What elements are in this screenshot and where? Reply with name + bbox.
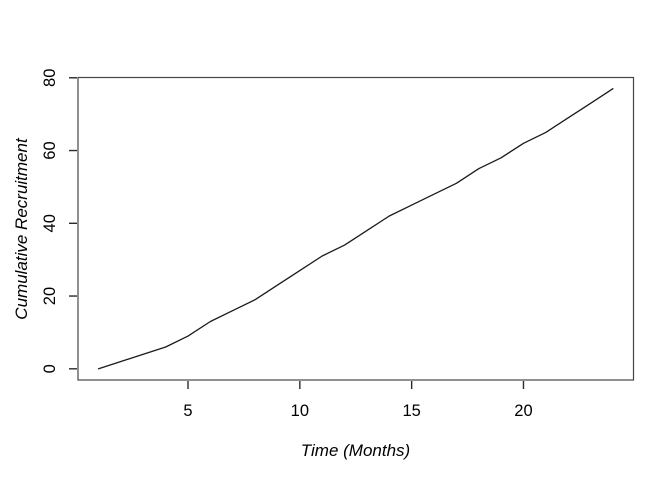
y-tick-label: 80	[41, 69, 59, 87]
x-axis: 5 10 15 20	[183, 381, 533, 420]
y-tick-label: 0	[41, 364, 59, 373]
plot-border	[77, 76, 635, 381]
x-tick-label: 5	[183, 402, 192, 420]
recruitment-line-series	[97, 88, 614, 370]
y-tick-label: 40	[41, 214, 59, 232]
y-axis-title: Cumulative Recruitment	[12, 137, 31, 320]
y-tick-label: 20	[41, 287, 59, 305]
series-group	[97, 88, 614, 370]
x-axis-title: Time (Months)	[301, 441, 410, 460]
y-axis: 0 20 40 60 80	[41, 69, 77, 373]
x-tick-label: 20	[514, 402, 532, 420]
x-tick-label: 10	[291, 402, 309, 420]
y-tick-label: 60	[41, 141, 59, 159]
x-tick-label: 15	[402, 402, 420, 420]
